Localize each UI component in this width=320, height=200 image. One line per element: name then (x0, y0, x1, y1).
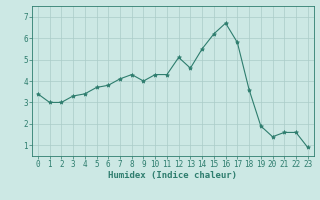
X-axis label: Humidex (Indice chaleur): Humidex (Indice chaleur) (108, 171, 237, 180)
